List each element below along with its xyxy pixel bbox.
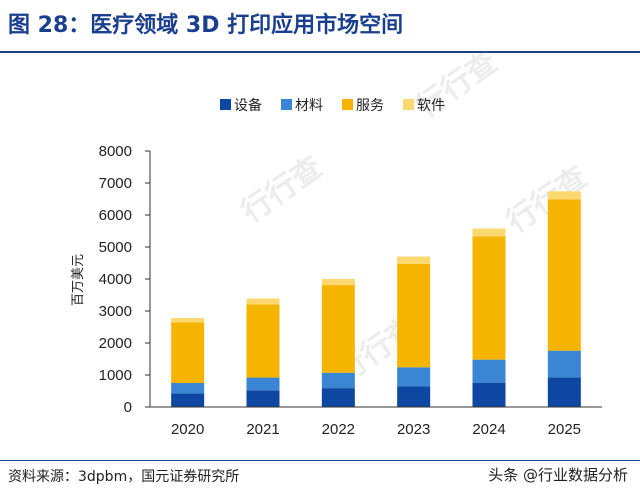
- bar-segment-软件-2021: [246, 298, 280, 305]
- bar-segment-材料-2021: [246, 377, 280, 391]
- bar-segment-软件-2024: [472, 228, 506, 237]
- bar-segment-设备-2025: [547, 377, 581, 407]
- bar-segment-软件-2022: [321, 279, 355, 286]
- y-tick-label: 1000: [99, 367, 132, 384]
- bar-segment-服务-2024: [472, 236, 506, 360]
- x-tick-label: 2023: [397, 421, 430, 438]
- watermark-credit: 头条 @行业数据分析: [488, 466, 628, 484]
- y-tick-label: 6000: [99, 207, 132, 224]
- bar-segment-服务-2020: [171, 322, 205, 383]
- y-tick-label: 7000: [99, 175, 132, 192]
- chart-legend: 设备 材料 服务 软件: [220, 97, 445, 114]
- y-tick-label: 5000: [99, 239, 132, 256]
- bar-series: [171, 191, 581, 407]
- bar-segment-设备-2020: [171, 393, 205, 407]
- legend-label: 材料: [295, 98, 323, 114]
- legend-swatch: [220, 99, 231, 110]
- bar-segment-材料-2025: [547, 350, 581, 378]
- bar-segment-材料-2023: [397, 367, 431, 387]
- legend-label: 软件: [417, 98, 445, 114]
- x-tick-label: 2020: [171, 421, 204, 438]
- bar-segment-材料-2022: [321, 372, 355, 389]
- bar-segment-软件-2025: [547, 191, 581, 200]
- x-tick-label: 2022: [322, 421, 355, 438]
- x-tick-label: 2024: [472, 421, 505, 438]
- y-tick-label: 8000: [99, 143, 132, 160]
- bar-segment-材料-2024: [472, 359, 506, 383]
- y-axis: 0 1000 2000 3000 4000 5000 6000 7000 8000: [99, 143, 151, 416]
- bar-segment-设备-2022: [321, 388, 355, 407]
- bar-segment-设备-2021: [246, 390, 280, 407]
- bar-segment-软件-2020: [171, 318, 205, 323]
- x-tick-label: 2021: [246, 421, 279, 438]
- y-axis-label: 百万美元: [71, 254, 86, 306]
- y-tick-label: 4000: [99, 271, 132, 288]
- bar-segment-设备-2024: [472, 382, 506, 407]
- y-tick-label: 2000: [99, 335, 132, 352]
- stacked-bar-chart: 设备 材料 服务 软件 百万美元 0 1000 2000 3000 4000 5000 6000 7…: [71, 97, 602, 438]
- x-axis: 2020 2021 2022 2023 2024 2025: [150, 406, 602, 438]
- x-tick-label: 2025: [548, 421, 581, 438]
- bar-segment-材料-2020: [171, 383, 205, 394]
- bar-segment-设备-2023: [397, 386, 431, 407]
- y-tick-label: 3000: [99, 303, 132, 320]
- legend-swatch: [403, 99, 414, 110]
- legend-label: 服务: [356, 98, 384, 114]
- y-tick-label: 0: [124, 399, 132, 416]
- bar-segment-服务-2023: [397, 263, 431, 368]
- bar-segment-服务-2022: [321, 285, 355, 373]
- source-note: 资料来源：3dpbm，国元证券研究所: [8, 469, 240, 485]
- legend-swatch: [281, 99, 292, 110]
- legend-label: 设备: [234, 97, 262, 114]
- legend-swatch: [342, 99, 353, 110]
- bar-segment-服务-2025: [547, 199, 581, 351]
- bar-segment-服务-2021: [246, 304, 280, 378]
- footer-divider: [0, 460, 640, 461]
- bar-segment-软件-2023: [397, 256, 431, 264]
- figure-title: 图 28：医疗领域 3D 打印应用市场空间: [8, 13, 404, 38]
- title-divider: [0, 51, 640, 53]
